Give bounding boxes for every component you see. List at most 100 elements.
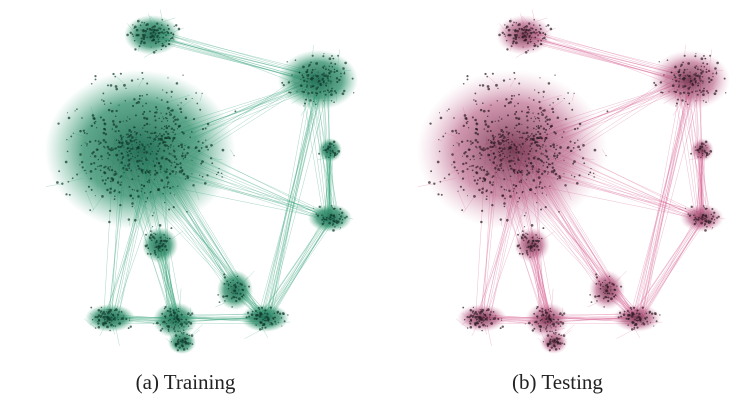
graph-element	[149, 124, 150, 125]
graph-element	[706, 69, 707, 70]
graph-element	[168, 43, 170, 45]
graph-element	[153, 323, 154, 324]
graph-element	[517, 159, 518, 160]
graph-element	[583, 162, 585, 164]
graph-element	[201, 160, 204, 163]
graph-element	[535, 193, 536, 194]
graph-element	[160, 329, 162, 331]
graph-element	[514, 173, 515, 174]
graph-element	[706, 147, 707, 148]
graph-element	[478, 311, 479, 312]
graph-element	[313, 208, 314, 209]
graph-element	[185, 323, 187, 325]
graph-element	[486, 171, 488, 173]
graph-element	[545, 150, 547, 152]
graph-element	[141, 72, 143, 74]
graph-element	[318, 72, 319, 73]
graph-element	[503, 79, 505, 81]
graph-element	[531, 37, 532, 38]
graph-element	[68, 117, 71, 120]
graph-element	[557, 178, 558, 179]
graph-element	[152, 132, 154, 134]
graph-element	[485, 325, 486, 326]
graph-element	[623, 313, 626, 316]
graph-element	[634, 323, 637, 326]
graph-element	[134, 219, 137, 222]
graph-element	[166, 92, 168, 94]
graph-element	[296, 91, 297, 92]
graph-element	[537, 131, 538, 132]
graph-element	[187, 348, 188, 349]
graph-element	[489, 181, 491, 183]
graph-element	[98, 309, 101, 312]
graph-element	[703, 88, 705, 90]
graph-element	[243, 294, 245, 296]
graph-element	[515, 117, 518, 120]
graph-element	[235, 300, 237, 302]
graph-element	[178, 308, 179, 309]
graph-element	[113, 173, 116, 176]
graph-element	[476, 123, 479, 126]
graph-element	[483, 169, 485, 171]
graph-element	[544, 139, 546, 141]
graph-element	[112, 180, 114, 182]
graph-element	[538, 31, 540, 33]
graph-element	[545, 206, 547, 208]
graph-element	[125, 318, 127, 320]
graph-element	[516, 22, 518, 24]
graph-element	[323, 65, 325, 67]
graph-element	[121, 311, 123, 313]
graph-element	[238, 289, 239, 290]
graph-element	[482, 84, 485, 87]
graph-element	[624, 311, 626, 313]
graph-element	[513, 157, 514, 158]
graph-element	[513, 170, 516, 173]
graph-element	[508, 160, 511, 163]
graph-element	[100, 165, 102, 167]
graph-element	[492, 161, 495, 164]
graph-element	[325, 90, 326, 91]
graph-element	[170, 147, 171, 148]
graph-element	[537, 113, 539, 115]
caption: (b) Testing	[372, 370, 743, 395]
graph-element	[609, 282, 611, 284]
graph-element	[475, 146, 477, 148]
graph-element	[183, 158, 184, 159]
graph-element	[150, 143, 152, 145]
graph-element	[522, 153, 524, 155]
graph-element	[103, 100, 105, 102]
graph-element	[130, 131, 132, 133]
graph-element	[262, 319, 264, 321]
graph-element	[331, 100, 332, 101]
graph-element	[131, 79, 133, 81]
graph-element	[705, 101, 707, 103]
graph-element	[109, 191, 112, 194]
graph-element	[248, 286, 250, 288]
graph-element	[168, 146, 170, 148]
graph-element	[81, 117, 83, 119]
graph-element	[705, 145, 706, 146]
graph-element	[520, 146, 521, 147]
graph-element	[118, 141, 120, 143]
graph-element	[672, 84, 675, 87]
graph-element	[653, 325, 654, 326]
graph-element	[515, 152, 517, 154]
graph-element	[473, 307, 474, 308]
graph-element	[533, 49, 534, 50]
graph-element	[475, 139, 478, 142]
graph-element	[700, 69, 702, 71]
graph-element	[128, 159, 131, 162]
graph-element	[339, 214, 340, 215]
graph-element	[518, 28, 520, 30]
graph-element	[551, 170, 554, 173]
graph-element	[697, 149, 699, 151]
graph-element	[336, 220, 338, 222]
graph-element	[140, 134, 142, 136]
graph-element	[522, 230, 524, 232]
graph-element	[702, 93, 705, 96]
graph-element	[536, 245, 539, 248]
graph-element	[527, 32, 529, 34]
graph-element	[135, 127, 136, 128]
graph-element	[709, 150, 712, 153]
graph-element	[186, 176, 189, 179]
